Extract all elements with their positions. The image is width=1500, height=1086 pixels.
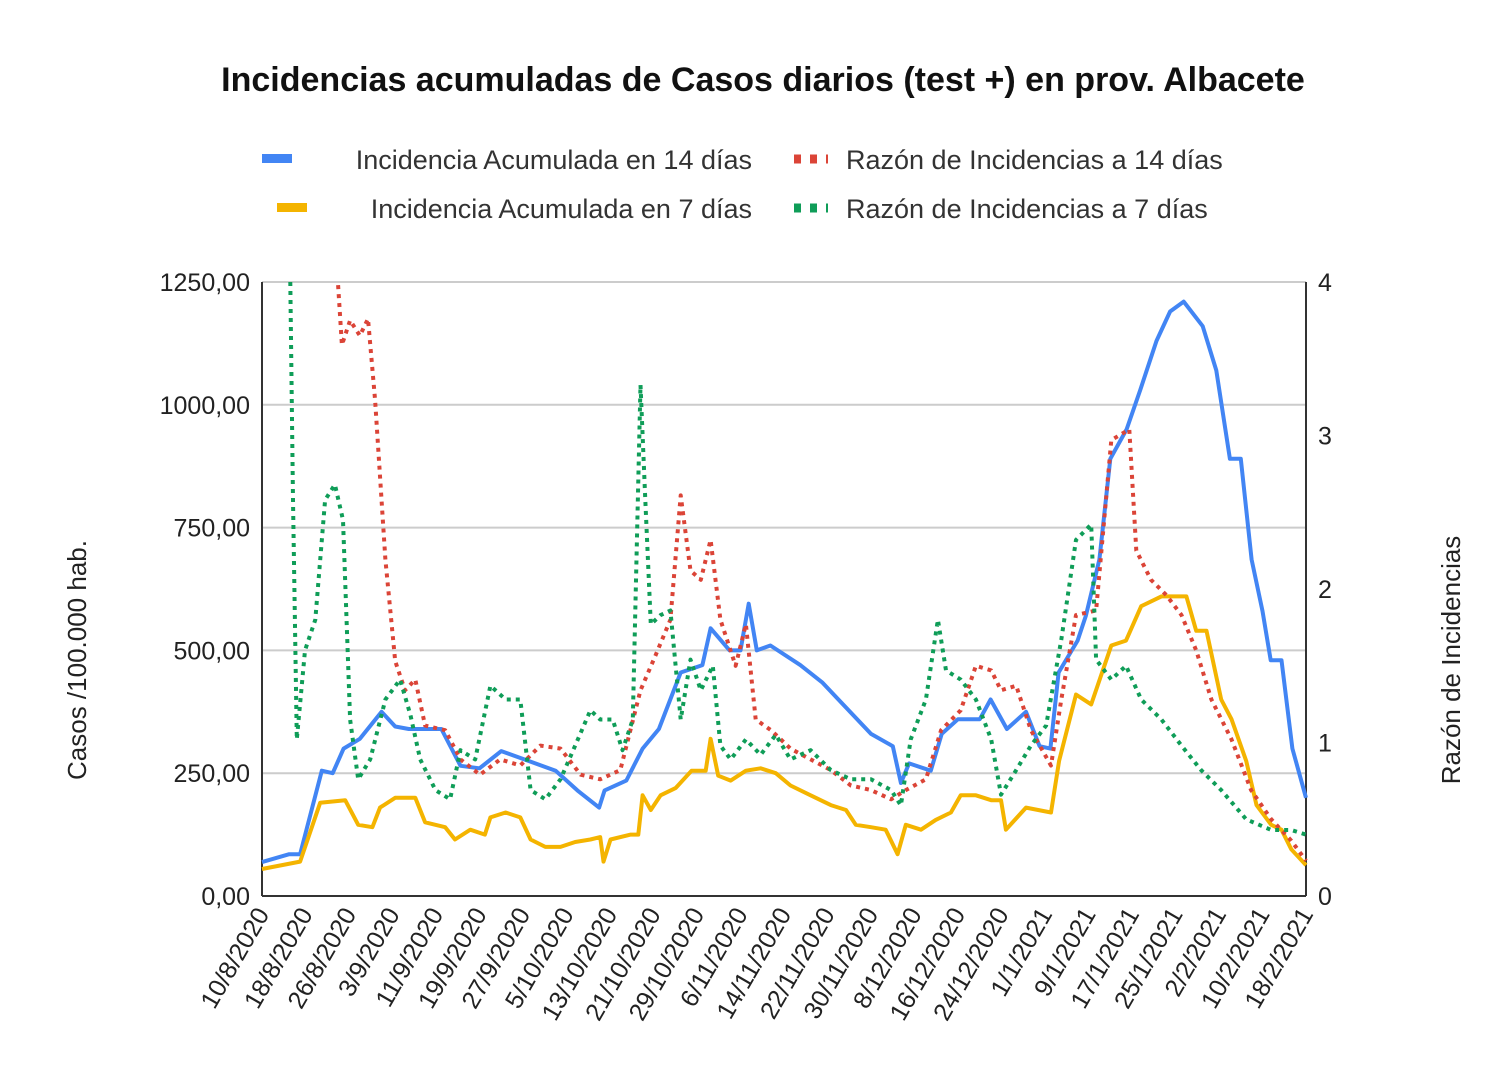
y2-tick-label: 3	[1318, 423, 1332, 451]
legend-label-ri7: Razón de Incidencias a 7 días	[846, 194, 1208, 224]
y-tick-label: 0,00	[201, 883, 250, 911]
y2-tick-label: 0	[1318, 883, 1332, 911]
y2-tick-label: 4	[1318, 269, 1332, 297]
legend-label-ri14: Razón de Incidencias a 14 días	[846, 145, 1223, 175]
y2-tick-label: 2	[1318, 576, 1332, 604]
y-axis-right: 0 1 2 3 4	[1318, 269, 1332, 911]
y-tick-label: 1250,00	[160, 269, 250, 297]
series-lines	[261, 281, 1308, 871]
legend-label-ia14: Incidencia Acumulada en 14 días	[356, 145, 752, 175]
gridlines	[261, 281, 1307, 897]
y2-axis-label: Razón de Incidencias	[1436, 536, 1466, 785]
legend-item-ri7[interactable]: Razón de Incidencias a 7 días	[794, 194, 1208, 224]
y2-tick-label: 1	[1318, 730, 1332, 758]
legend-label-ia7: Incidencia Acumulada en 7 días	[371, 194, 752, 224]
legend-swatch-ia7	[277, 203, 307, 212]
legend: Incidencia Acumulada en 14 días Incidenc…	[262, 145, 1223, 224]
legend-item-ri14[interactable]: Razón de Incidencias a 14 días	[794, 145, 1223, 175]
y-tick-label: 750,00	[174, 515, 250, 543]
y-tick-label: 250,00	[174, 760, 250, 788]
y-axis-label: Casos /100.000 hab.	[62, 540, 92, 780]
legend-swatch-ia14	[262, 154, 292, 163]
y-axis-left: 0,00 250,00 500,00 750,00 1000,00 1250,00	[160, 269, 250, 911]
series-line-1	[261, 594, 1308, 871]
series-line-3	[288, 281, 1307, 837]
series-line-2	[336, 284, 1308, 862]
y-tick-label: 1000,00	[160, 392, 250, 420]
legend-item-ia14[interactable]: Incidencia Acumulada en 14 días	[262, 145, 752, 175]
legend-item-ia7[interactable]: Incidencia Acumulada en 7 días	[277, 194, 752, 224]
x-axis: 10/8/202018/8/202026/8/20203/9/202011/9/…	[195, 903, 1319, 1025]
y-tick-label: 500,00	[174, 637, 250, 665]
chart-title: Incidencias acumuladas de Casos diarios …	[221, 61, 1305, 99]
